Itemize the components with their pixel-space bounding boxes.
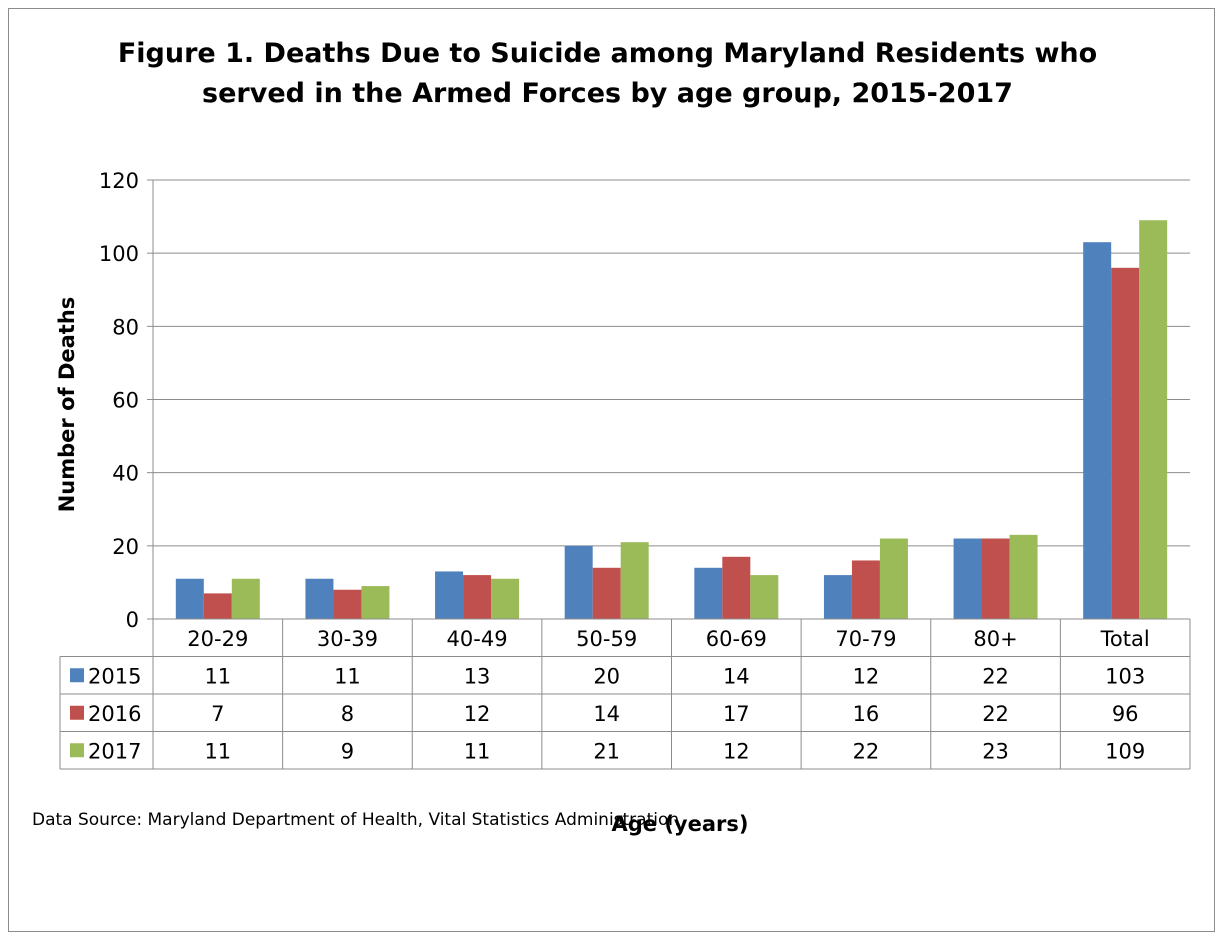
table-value-2015-60-69: 14 — [723, 664, 750, 688]
table-value-2016-50-59: 14 — [593, 702, 620, 726]
data-source-note: Data Source: Maryland Department of Heal… — [32, 810, 680, 830]
x-axis-title: Age (years) — [611, 812, 749, 836]
legend-label-2015: 2015 — [88, 664, 141, 688]
table-value-2016-70-79: 16 — [853, 702, 880, 726]
bar-2016-60-69 — [722, 556, 751, 619]
table-value-2016-30-39: 8 — [341, 702, 354, 726]
bar-2016-20-29 — [203, 593, 232, 619]
chart-title-line-2: served in the Armed Forces by age group,… — [202, 78, 1013, 109]
chart-title-line-1: Figure 1. Deaths Due to Suicide among Ma… — [117, 38, 1098, 69]
table-value-2016-40-49: 12 — [464, 702, 491, 726]
x-tick-label-50-59: 50-59 — [576, 627, 637, 651]
table-value-2016-Total: 96 — [1112, 702, 1139, 726]
y-axis-title: Number of Deaths — [55, 297, 79, 513]
bar-2015-Total — [1083, 242, 1112, 620]
bar-2016-30-39 — [333, 589, 362, 619]
table-value-2015-40-49: 13 — [464, 664, 491, 688]
table-value-2015-20-29: 11 — [204, 664, 231, 688]
legend-key-2017 — [70, 743, 84, 758]
table-value-2017-20-29: 11 — [204, 739, 231, 763]
bar-2016-Total — [1111, 267, 1140, 619]
bar-2016-50-59 — [592, 567, 621, 619]
bar-2017-80+ — [1009, 534, 1038, 619]
bar-2017-Total — [1139, 220, 1168, 619]
bar-2017-70-79 — [879, 538, 908, 619]
x-tick-label-40-49: 40-49 — [447, 627, 508, 651]
table-value-2016-20-29: 7 — [211, 702, 224, 726]
legend-key-2016 — [70, 705, 84, 720]
table-value-2017-50-59: 21 — [593, 739, 620, 763]
table-value-2017-40-49: 11 — [464, 739, 491, 763]
bar-2016-70-79 — [851, 560, 880, 619]
bar-2017-30-39 — [361, 586, 390, 619]
legend-label-2017: 2017 — [88, 739, 141, 763]
y-tick-label-80: 80 — [112, 315, 139, 339]
y-tick-label-100: 100 — [99, 242, 139, 266]
table-value-2017-30-39: 9 — [341, 739, 354, 763]
table-value-2017-60-69: 12 — [723, 739, 750, 763]
table-value-2017-80+: 23 — [982, 739, 1009, 763]
legend-label-2016: 2016 — [88, 702, 141, 726]
bar-2017-20-29 — [231, 578, 260, 619]
bar-2015-60-69 — [694, 567, 723, 619]
x-tick-label-30-39: 30-39 — [317, 627, 378, 651]
chart-frame — [8, 8, 1215, 932]
bar-2017-40-49 — [491, 578, 520, 619]
bar-2015-80+ — [953, 538, 982, 619]
y-tick-label-40: 40 — [112, 462, 139, 486]
x-tick-label-60-69: 60-69 — [706, 627, 767, 651]
bar-2016-40-49 — [463, 575, 492, 619]
x-tick-label-Total: Total — [1100, 627, 1150, 651]
bar-2015-50-59 — [564, 545, 593, 619]
table-value-2015-Total: 103 — [1105, 664, 1145, 688]
table-value-2015-30-39: 11 — [334, 664, 361, 688]
table-value-2015-50-59: 20 — [593, 664, 620, 688]
bar-2017-50-59 — [620, 542, 649, 619]
table-value-2016-80+: 22 — [982, 702, 1009, 726]
table-value-2015-70-79: 12 — [853, 664, 880, 688]
bar-2015-20-29 — [175, 578, 204, 619]
y-tick-label-20: 20 — [112, 535, 139, 559]
bar-2016-80+ — [981, 538, 1010, 619]
table-value-2017-Total: 109 — [1105, 739, 1145, 763]
bar-2015-30-39 — [305, 578, 334, 619]
x-tick-label-70-79: 70-79 — [835, 627, 896, 651]
x-tick-label-20-29: 20-29 — [187, 627, 248, 651]
bar-2017-60-69 — [750, 575, 779, 619]
y-tick-label-120: 120 — [99, 169, 139, 193]
legend-key-2015 — [70, 668, 84, 683]
table-value-2015-80+: 22 — [982, 664, 1009, 688]
bar-2015-40-49 — [435, 571, 464, 619]
y-tick-label-0: 0 — [126, 608, 139, 632]
table-value-2017-70-79: 22 — [853, 739, 880, 763]
bar-2015-70-79 — [823, 575, 852, 619]
table-value-2016-60-69: 17 — [723, 702, 750, 726]
y-tick-label-60: 60 — [112, 389, 139, 413]
x-tick-label-80+: 80+ — [973, 627, 1017, 651]
